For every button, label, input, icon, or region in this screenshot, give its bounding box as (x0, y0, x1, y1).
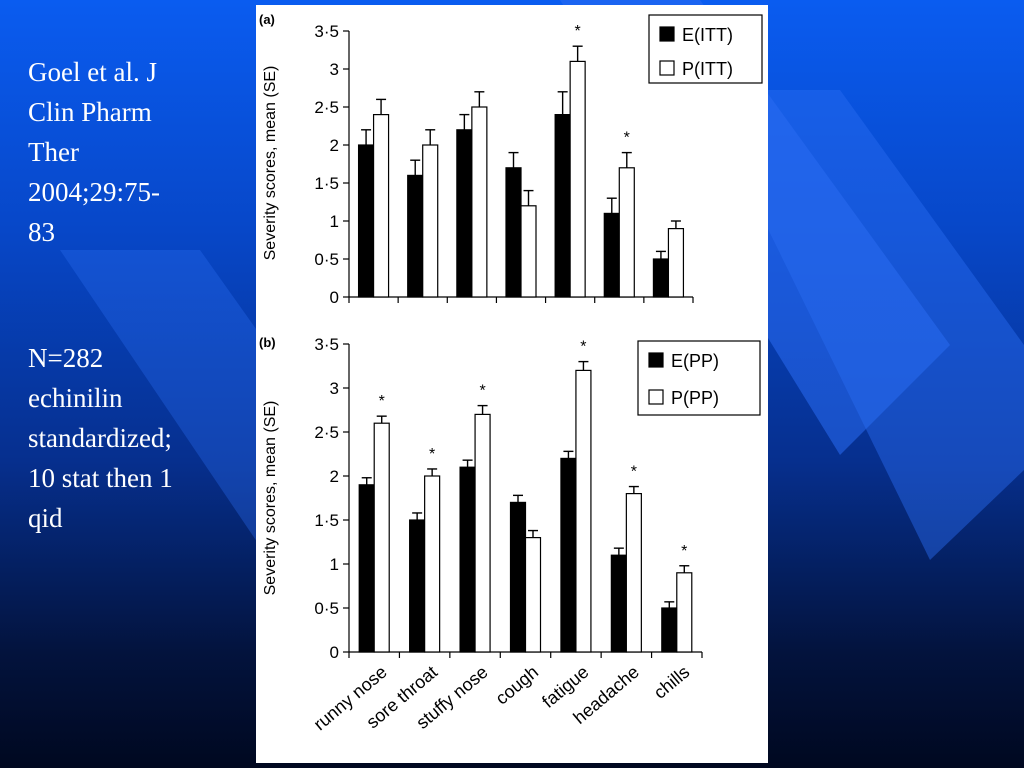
bar-p (676, 572, 693, 653)
study-line: qid (28, 503, 63, 533)
bar-e (358, 484, 375, 653)
study-line: N=282 (28, 343, 104, 373)
bar-e (652, 258, 670, 298)
y-axis-title: Severity scores, mean (SE) (262, 66, 279, 261)
study-line: echinilin (28, 383, 123, 413)
y-tick-label: 2 (330, 136, 339, 155)
significance-mark: * (575, 23, 581, 40)
study-line: 10 stat then 1 (28, 463, 173, 493)
bar-p (520, 205, 537, 298)
citation-text: Goel et al. J Clin Pharm Ther 2004;29:75… (28, 52, 238, 252)
panel-label: (b) (259, 335, 276, 350)
bar-p (575, 369, 592, 653)
bar-p (422, 144, 439, 298)
y-tick-label: 3 (330, 379, 339, 398)
legend-label: P(PP) (671, 388, 719, 408)
y-tick-label: 1 (330, 212, 339, 231)
legend-swatch (648, 389, 664, 405)
citation-line: 83 (28, 217, 55, 247)
y-tick-label: 2·5 (314, 98, 339, 117)
figure-panel: (a) 0 0·5 1 1·5 2 2·5 3 3·5 Severity scores, mean… (256, 5, 768, 763)
bar-p (474, 413, 491, 653)
y-tick-label: 0 (330, 643, 339, 662)
study-line: standardized; (28, 423, 172, 453)
significance-mark: * (631, 464, 637, 481)
y-tick-label: 3·5 (314, 335, 339, 354)
y-tick-label: 0 (330, 288, 339, 307)
bar-e (459, 466, 476, 653)
y-tick-label: 0·5 (314, 599, 339, 618)
bar-e (505, 167, 522, 298)
bar-p (372, 113, 390, 298)
significance-mark: * (580, 339, 586, 356)
bar-e (357, 144, 375, 298)
bar-p (618, 167, 635, 298)
category-label: chills (650, 662, 694, 703)
bar-e (554, 113, 571, 298)
y-tick-label: 2·5 (314, 423, 339, 442)
bar-p (625, 493, 642, 653)
legend-label: E(PP) (671, 351, 719, 371)
y-tick-label: 3 (330, 60, 339, 79)
significance-mark: * (479, 383, 485, 400)
bar-p (424, 475, 441, 653)
bar-p (373, 422, 390, 653)
bar-e (560, 457, 577, 653)
bar-p (524, 536, 542, 653)
legend-label: P(ITT) (682, 59, 733, 79)
bar-e (456, 129, 473, 298)
significance-mark: * (681, 543, 687, 560)
y-tick-label: 1·5 (314, 511, 339, 530)
legend-swatch (648, 352, 664, 368)
bar-e (509, 501, 527, 653)
bar-p (667, 228, 685, 298)
panel-label: (a) (259, 12, 275, 27)
legend-swatch (659, 26, 675, 42)
significance-mark: * (429, 446, 435, 463)
bar-p (471, 106, 488, 298)
legend-swatch (659, 60, 675, 76)
y-tick-label: 3·5 (314, 22, 339, 41)
significance-mark: * (379, 393, 385, 410)
citation-line: Goel et al. J (28, 57, 157, 87)
bar-e (409, 519, 426, 653)
significance-mark: * (624, 130, 630, 147)
bar-e (661, 607, 678, 653)
y-tick-label: 1·5 (314, 174, 339, 193)
y-tick-label: 0·5 (314, 250, 339, 269)
y-tick-label: 2 (330, 467, 339, 486)
legend-label: E(ITT) (682, 25, 733, 45)
background-chevron-stripe (700, 90, 1024, 560)
citation-line: Ther (28, 137, 79, 167)
category-label: cough (492, 662, 542, 709)
citation-line: 2004;29:75- (28, 177, 160, 207)
y-tick-label: 1 (330, 555, 339, 574)
bar-e (610, 554, 627, 653)
bar-e (407, 174, 424, 298)
study-description: N=282 echinilin standardized; 10 stat th… (28, 338, 253, 538)
bar-e (603, 212, 620, 298)
y-axis-title: Severity scores, mean (SE) (262, 401, 279, 596)
bar-p (569, 60, 586, 298)
bar-charts: (a) 0 0·5 1 1·5 2 2·5 3 3·5 Severity scores, mean… (259, 12, 763, 734)
citation-line: Clin Pharm (28, 97, 152, 127)
